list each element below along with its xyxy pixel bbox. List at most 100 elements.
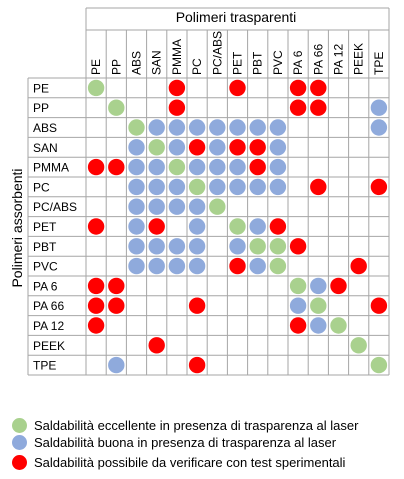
compatibility-dot <box>229 257 246 275</box>
legend-label-good: Saldabilità buona in presenza di traspar… <box>34 434 337 450</box>
column-header: PP <box>109 59 123 75</box>
compatibility-dot <box>269 218 287 235</box>
compatibility-dot <box>168 238 186 255</box>
compatibility-dot <box>87 79 105 97</box>
row-header: PP <box>33 101 49 115</box>
compatibility-dot <box>148 119 165 136</box>
compatibility-dot <box>310 79 327 97</box>
column-header: PVC <box>271 50 285 75</box>
absorbent-polymers-title: Polimeri assorbenti <box>9 168 25 287</box>
column-header: PBT <box>251 51 265 75</box>
compatibility-dot <box>310 317 327 334</box>
legend-item-good: Saldabilità buona in presenza di traspar… <box>12 433 336 451</box>
legend-dot-excellent <box>12 417 27 433</box>
compatibility-dot <box>168 79 186 97</box>
compatibility-dot <box>269 257 287 275</box>
compatibility-dot <box>370 119 388 136</box>
column-header: PA 6 <box>291 50 305 75</box>
compatibility-dot <box>289 277 307 295</box>
row-header: PEEK <box>33 339 65 353</box>
compatibility-dot <box>128 119 145 136</box>
compatibility-dot <box>148 218 165 235</box>
compatibility-dot <box>229 79 246 97</box>
column-header: PE <box>89 59 103 75</box>
row-header: PA 6 <box>33 279 58 293</box>
compatibility-dot <box>188 218 206 235</box>
compatibility-dot <box>350 337 367 354</box>
column-header: TPE <box>372 52 386 75</box>
compatibility-dot <box>249 257 266 275</box>
compatibility-dot <box>128 257 145 275</box>
compatibility-dot <box>128 158 145 176</box>
compatibility-dot <box>310 99 327 116</box>
column-header: PET <box>231 51 245 75</box>
compatibility-dot <box>87 277 105 295</box>
compatibility-dot <box>269 139 287 156</box>
compatibility-dot <box>249 158 266 176</box>
compatibility-dot <box>188 178 206 196</box>
row-header: PMMA <box>33 161 69 175</box>
compatibility-dot <box>188 356 206 374</box>
compatibility-dot <box>128 178 145 196</box>
compatibility-dot <box>269 178 287 196</box>
row-header: PA 12 <box>33 319 64 333</box>
row-headers: PE PP ABS SAN PMMA PC PC/ABS PET PBT PVC PA 6 PA 66… <box>33 81 77 372</box>
compatibility-dot <box>310 297 327 314</box>
legend: Saldabilità eccellente in presenza di tr… <box>12 410 397 470</box>
compatibility-dot <box>370 356 388 374</box>
compatibility-dot <box>148 337 165 354</box>
compatibility-dot <box>289 297 307 314</box>
compatibility-dot <box>87 218 105 235</box>
compatibility-dot <box>108 277 125 295</box>
column-header: PEEK <box>352 43 366 75</box>
compatibility-dot <box>148 238 165 255</box>
row-header: PVC <box>33 260 58 274</box>
legend-dot-possible <box>12 454 27 470</box>
compatibility-dot <box>108 99 125 116</box>
compatibility-dot <box>188 257 206 275</box>
compatibility-dot <box>350 257 367 275</box>
compatibility-dot <box>229 139 246 156</box>
row-header: PE <box>33 81 49 95</box>
compatibility-dot <box>269 119 287 136</box>
compatibility-dot <box>168 158 186 176</box>
compatibility-dot <box>310 178 327 196</box>
compatibility-dot <box>209 119 226 136</box>
compatibility-dot <box>188 198 206 215</box>
compatibility-dot <box>128 198 145 215</box>
column-header: PA 12 <box>332 44 346 75</box>
compatibility-dot <box>148 178 165 196</box>
compatibility-dot <box>87 158 105 176</box>
row-header: ABS <box>33 121 57 135</box>
legend-item-possible: Saldabilità possibile da verificare con … <box>12 453 345 471</box>
compatibility-dot <box>148 139 165 156</box>
compatibility-dot <box>209 139 226 156</box>
row-header: TPE <box>33 359 56 373</box>
compatibility-dot <box>370 178 388 196</box>
row-header: PC <box>33 180 50 194</box>
compatibility-dot <box>370 99 388 116</box>
compatibility-dot <box>249 119 266 136</box>
compatibility-dot <box>188 139 206 156</box>
column-header: PC/ABS <box>210 31 224 75</box>
compatibility-dot <box>289 79 307 97</box>
row-header: PC/ABS <box>33 200 77 214</box>
compatibility-matrix: Polimeri trasparenti Polimeri assorbenti… <box>9 7 390 376</box>
compatibility-dot <box>229 238 246 255</box>
compatibility-dot <box>289 238 307 255</box>
column-header: ABS <box>130 51 144 75</box>
compatibility-dot <box>269 238 287 255</box>
column-headers: PE PP ABS SAN PMMA PC PC/ABS PET PBT PVC PA 6 PA 66… <box>89 31 386 75</box>
row-header: PBT <box>33 240 57 254</box>
compatibility-dot <box>188 119 206 136</box>
compatibility-dot <box>108 297 125 314</box>
legend-dot-good <box>12 434 27 450</box>
compatibility-dot <box>108 158 125 176</box>
compatibility-dot <box>249 139 266 156</box>
compatibility-dot <box>188 297 206 314</box>
compatibility-dot <box>168 119 186 136</box>
legend-label-possible: Saldabilità possibile da verificare con … <box>34 454 346 470</box>
compatibility-dot <box>370 297 388 314</box>
compatibility-dot <box>168 198 186 215</box>
compatibility-dot <box>209 158 226 176</box>
